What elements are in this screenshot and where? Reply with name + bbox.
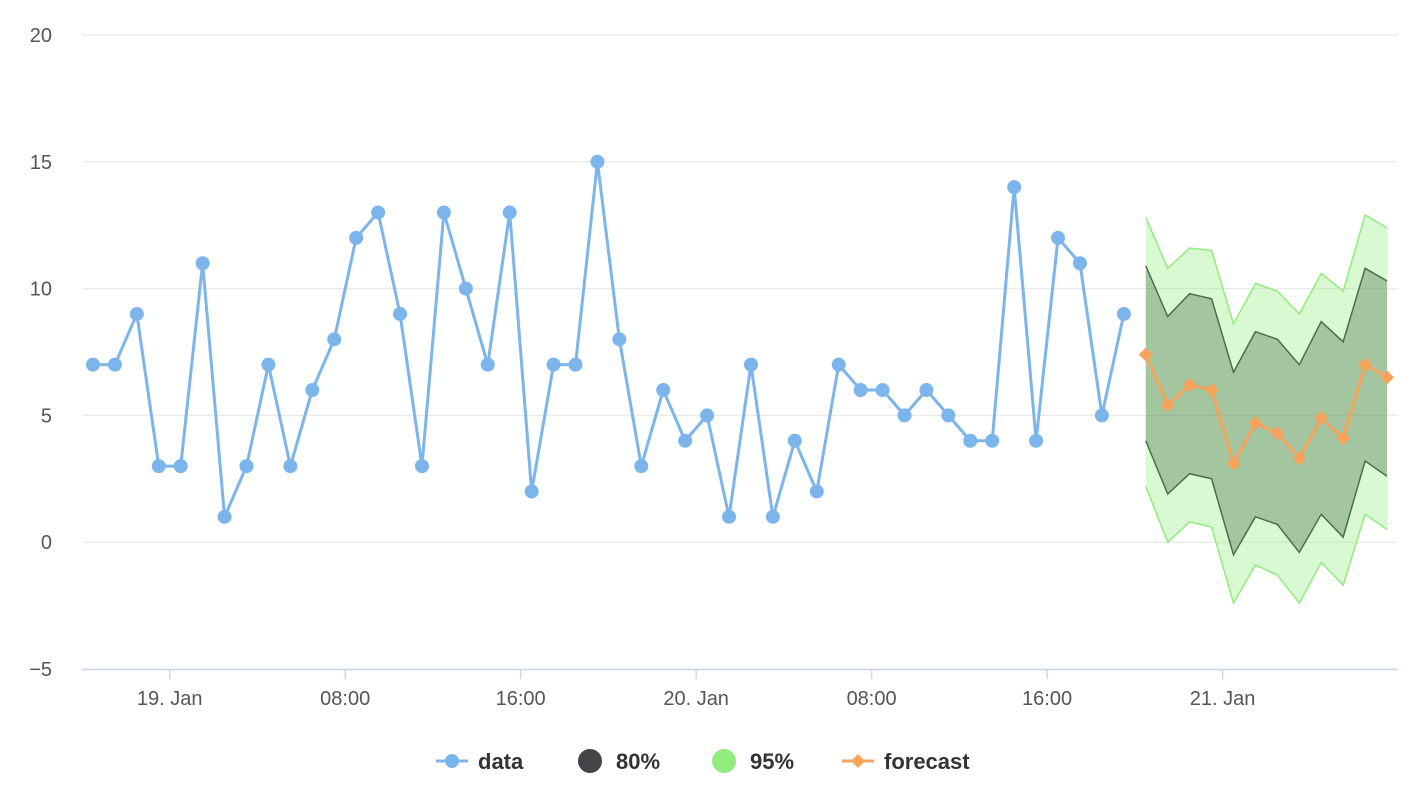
- data-point[interactable]: [195, 256, 210, 271]
- data-point[interactable]: [1094, 408, 1109, 423]
- legend-80-marker: [578, 749, 602, 773]
- data-point[interactable]: [722, 509, 737, 524]
- forecast-point[interactable]: [1314, 410, 1329, 425]
- x-tick-label: 08:00: [320, 688, 370, 710]
- forecast-point[interactable]: [1248, 416, 1263, 431]
- data-point[interactable]: [590, 154, 605, 169]
- data-point[interactable]: [371, 205, 386, 220]
- band-80-area: [1145, 265, 1388, 555]
- legend-forecast-marker: [851, 754, 865, 768]
- data-point[interactable]: [1007, 180, 1022, 195]
- data-point[interactable]: [678, 433, 693, 448]
- forecast-point[interactable]: [1160, 398, 1175, 413]
- y-tick-label: 15: [30, 152, 52, 174]
- forecast-point[interactable]: [1182, 377, 1197, 392]
- data-point[interactable]: [305, 383, 320, 398]
- data-point[interactable]: [480, 357, 495, 372]
- data-point[interactable]: [612, 332, 627, 347]
- forecast-line: [1144, 353, 1388, 466]
- band-95-upper-line: [1145, 213, 1388, 327]
- data-point[interactable]: [283, 459, 298, 474]
- forecast-point[interactable]: [1138, 347, 1153, 362]
- legend-label-80[interactable]: 80%: [616, 749, 660, 774]
- legend[interactable]: data 80% 95% forecast: [436, 749, 970, 774]
- data-point[interactable]: [919, 383, 934, 398]
- data-point[interactable]: [809, 484, 824, 499]
- data-point[interactable]: [436, 205, 451, 220]
- data-point[interactable]: [524, 484, 539, 499]
- data-point[interactable]: [261, 357, 276, 372]
- forecast-point[interactable]: [1226, 456, 1241, 471]
- y-tick-label: 10: [30, 279, 52, 301]
- band-80-lower-line: [1145, 440, 1388, 557]
- data-point[interactable]: [1072, 256, 1087, 271]
- axes: −5 0 5 10 15 20 19. Jan 08:00 16:00 20. Jan 08:00 1…: [29, 25, 1398, 710]
- data-point[interactable]: [897, 408, 912, 423]
- legend-label-data[interactable]: data: [478, 749, 524, 774]
- data-point[interactable]: [700, 408, 715, 423]
- band-95-area: [1145, 215, 1388, 604]
- data-point[interactable]: [853, 383, 868, 398]
- data-point[interactable]: [349, 230, 364, 245]
- forecast-point[interactable]: [1270, 426, 1285, 441]
- data-point[interactable]: [963, 433, 978, 448]
- data-point[interactable]: [941, 408, 956, 423]
- y-tick-label: 20: [30, 25, 52, 47]
- data-point[interactable]: [1029, 433, 1044, 448]
- data-point[interactable]: [985, 433, 1000, 448]
- series-markers: [85, 154, 1395, 524]
- y-tick-label: 5: [41, 405, 52, 427]
- data-point[interactable]: [765, 509, 780, 524]
- y-tick-label: −5: [29, 659, 52, 681]
- forecast-point[interactable]: [1380, 370, 1395, 385]
- data-point[interactable]: [414, 459, 429, 474]
- data-point[interactable]: [831, 357, 846, 372]
- data-point[interactable]: [151, 459, 166, 474]
- band-95-lower-line: [1145, 486, 1388, 605]
- legend-95-marker: [712, 749, 736, 773]
- x-tick-label: 20. Jan: [663, 688, 729, 710]
- x-tick-label: 16:00: [496, 688, 546, 710]
- data-point[interactable]: [875, 383, 890, 398]
- forecast-point[interactable]: [1292, 451, 1307, 466]
- data-point[interactable]: [546, 357, 561, 372]
- data-point[interactable]: [656, 383, 671, 398]
- legend-label-95[interactable]: 95%: [750, 749, 794, 774]
- data-point[interactable]: [393, 306, 408, 321]
- x-tick-label: 19. Jan: [137, 688, 203, 710]
- data-point[interactable]: [217, 509, 232, 524]
- data-point[interactable]: [1051, 230, 1066, 245]
- data-point[interactable]: [458, 281, 473, 296]
- data-point[interactable]: [787, 433, 802, 448]
- band-80-upper-line: [1145, 265, 1388, 375]
- data-point[interactable]: [743, 357, 758, 372]
- data-point[interactable]: [173, 459, 188, 474]
- data-point[interactable]: [502, 205, 517, 220]
- forecast-point[interactable]: [1204, 383, 1219, 398]
- x-tick-label: 08:00: [847, 688, 897, 710]
- data-point[interactable]: [85, 357, 100, 372]
- data-point[interactable]: [634, 459, 649, 474]
- x-tick-label: 16:00: [1022, 688, 1072, 710]
- legend-data-marker: [445, 754, 459, 768]
- x-tick-label: 21. Jan: [1190, 688, 1256, 710]
- data-point[interactable]: [327, 332, 342, 347]
- forecast-point[interactable]: [1336, 431, 1351, 446]
- data-point[interactable]: [129, 306, 144, 321]
- legend-label-forecast[interactable]: forecast: [884, 749, 970, 774]
- data-point[interactable]: [107, 357, 122, 372]
- y-tick-label: 0: [41, 532, 52, 554]
- data-point[interactable]: [568, 357, 583, 372]
- forecast-point[interactable]: [1358, 357, 1373, 372]
- data-point[interactable]: [239, 459, 254, 474]
- data-point[interactable]: [1116, 306, 1131, 321]
- forecast-bands: [1145, 213, 1388, 605]
